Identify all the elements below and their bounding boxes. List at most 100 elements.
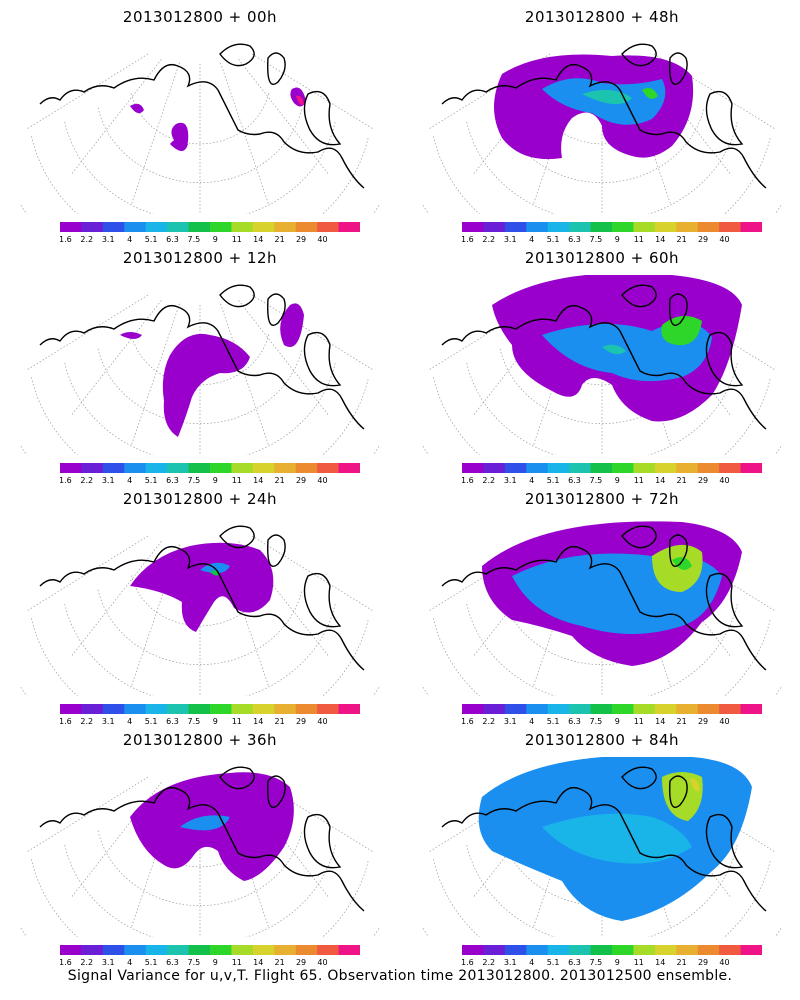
colorbar-swatch — [740, 463, 762, 473]
colorbar-tick-label: 5.1 — [547, 476, 560, 485]
colorbar-tick-label: 40 — [719, 958, 729, 967]
colorbar-tick-label: 7.5 — [188, 476, 201, 485]
colorbar-tick-label: 40 — [317, 476, 327, 485]
colorbar-tick-label: 9 — [615, 958, 620, 967]
colorbar-tick-label: 2.2 — [482, 717, 495, 726]
variance-region — [542, 813, 692, 864]
colorbar-tick-label: 4 — [529, 235, 534, 244]
variance-region — [162, 333, 250, 437]
variance-region — [130, 542, 274, 632]
colorbar-swatch — [697, 704, 720, 714]
colorbar-tick-label: 2.2 — [80, 958, 93, 967]
colorbar-swatch — [462, 463, 484, 473]
colorbar-tick-label: 1.6 — [462, 476, 474, 485]
colorbar-tick-label: 7.5 — [590, 476, 603, 485]
variance-region — [120, 332, 142, 339]
colorbar-tick-label: 21 — [677, 476, 687, 485]
colorbar-swatch — [590, 222, 613, 232]
colorbar-tick-label: 29 — [698, 717, 708, 726]
variance-region — [690, 778, 700, 792]
colorbar-swatch — [569, 222, 592, 232]
colorbar-swatch — [654, 945, 677, 955]
colorbar-tick-label: 7.5 — [590, 235, 603, 244]
colorbar-tick-label: 4 — [127, 958, 132, 967]
colorbar-swatch — [740, 945, 762, 955]
colorbar-tick-label: 40 — [719, 717, 729, 726]
colorbar-tick-label: 4 — [127, 476, 132, 485]
colorbar-swatch — [654, 704, 677, 714]
colorbar-tick-label: 14 — [253, 717, 263, 726]
colorbar-swatch — [697, 463, 720, 473]
colorbar-tick-label: 6.3 — [568, 235, 581, 244]
colorbar-tick-label: 21 — [677, 958, 687, 967]
colorbar-swatch — [590, 945, 613, 955]
polar-map — [20, 766, 380, 937]
colorbar-swatch — [210, 945, 232, 955]
colorbar-swatch — [81, 704, 104, 714]
panel-title: 2013012800 + 00h — [122, 8, 278, 26]
colorbar-tick-label: 11 — [634, 717, 644, 726]
colorbar-swatch — [740, 222, 762, 232]
colorbar-tick-label: 4 — [529, 717, 534, 726]
colorbar-swatch — [504, 945, 527, 955]
colorbar: 1.6 2.2 3.1 4 5.1 6.3 7.5 9 11 14 21 29 40 — [462, 945, 762, 967]
coastline — [441, 525, 767, 671]
colorbar-swatch — [231, 704, 254, 714]
colorbar-swatch — [526, 945, 549, 955]
colorbar-swatch — [167, 704, 190, 714]
colorbar-swatch — [483, 945, 506, 955]
colorbar-swatch — [145, 704, 168, 714]
colorbar-swatch — [295, 945, 318, 955]
colorbar-tick-label: 5.1 — [547, 958, 560, 967]
polar-map — [422, 43, 782, 214]
colorbar-swatch — [252, 945, 275, 955]
map-panel-0h: 2013012800 + 00h 1.6 2.2 3.1 4 5.1 6.3 7.5 9 11 14… — [0, 0, 400, 244]
variance-region — [296, 95, 304, 105]
colorbar-tick-label: 2.2 — [80, 476, 93, 485]
coastline — [39, 766, 365, 912]
variance-region — [582, 89, 632, 105]
colorbar-tick-label: 29 — [296, 717, 306, 726]
colorbar-tick-label: 11 — [634, 958, 644, 967]
colorbar-tick-label: 29 — [296, 958, 306, 967]
colorbar-tick-label: 2.2 — [80, 235, 93, 244]
colorbar-tick-label: 29 — [296, 235, 306, 244]
colorbar-tick-label: 29 — [296, 476, 306, 485]
colorbar-tick-label: 5.1 — [547, 717, 560, 726]
polar-map — [422, 757, 782, 937]
colorbar-swatch — [124, 222, 147, 232]
colorbar-swatch — [167, 463, 190, 473]
map-panel-72h: 2013012800 + 72h 1.6 2.2 3.1 4 5.1 6.3 7.5 9 11 14… — [402, 482, 800, 726]
colorbar-swatch — [719, 463, 742, 473]
colorbar-tick-label: 40 — [317, 717, 327, 726]
variance-region — [171, 122, 189, 150]
variance-region — [642, 88, 658, 99]
colorbar-swatch — [633, 704, 656, 714]
variance-region — [652, 544, 703, 592]
colorbar-tick-label: 5.1 — [145, 958, 158, 967]
colorbar-swatch — [547, 222, 570, 232]
colorbar-swatch — [317, 463, 340, 473]
colorbar-swatch — [81, 222, 104, 232]
colorbar-tick-label: 3.1 — [102, 958, 115, 967]
colorbar-swatch — [462, 945, 484, 955]
colorbar-tick-label: 7.5 — [188, 235, 201, 244]
colorbar-swatch — [676, 945, 699, 955]
colorbar-tick-label: 1.6 — [60, 958, 72, 967]
colorbar-swatch — [654, 463, 677, 473]
colorbar-swatch — [188, 704, 211, 714]
colorbar-swatch — [231, 222, 254, 232]
colorbar-tick-label: 5.1 — [145, 717, 158, 726]
colorbar-swatch — [740, 704, 762, 714]
colorbar-tick-label: 3.1 — [504, 235, 517, 244]
colorbar-tick-label: 9 — [213, 235, 218, 244]
colorbar-tick-label: 9 — [213, 476, 218, 485]
variance-region — [180, 815, 230, 831]
colorbar: 1.6 2.2 3.1 4 5.1 6.3 7.5 9 11 14 21 29 40 — [462, 463, 762, 485]
colorbar-swatch — [295, 463, 318, 473]
coastline — [441, 766, 767, 912]
colorbar-tick-label: 29 — [698, 476, 708, 485]
colorbar-tick-label: 3.1 — [504, 958, 517, 967]
colorbar-tick-label: 2.2 — [80, 717, 93, 726]
panel-title: 2013012800 + 60h — [524, 249, 680, 267]
